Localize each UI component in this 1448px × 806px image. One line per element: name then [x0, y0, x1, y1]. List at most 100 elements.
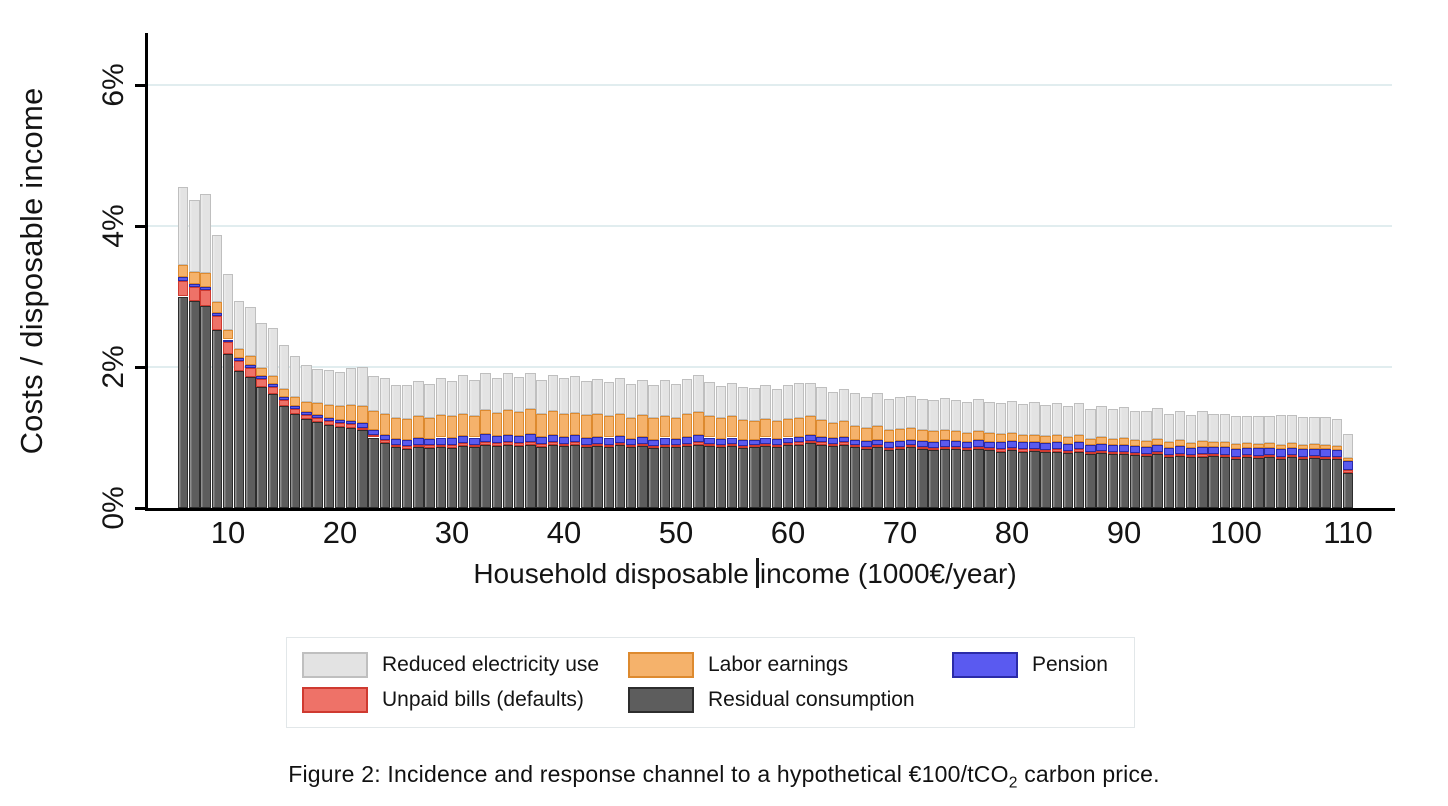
bar-residual — [547, 445, 558, 508]
bar-residual — [458, 445, 469, 508]
bar-electricity — [402, 385, 413, 420]
bar-unpaid — [458, 443, 469, 446]
bar-labor — [424, 417, 435, 439]
bar-labor — [1197, 441, 1208, 447]
bar-residual — [1331, 459, 1342, 508]
bar-residual — [290, 414, 301, 508]
bar-pension — [267, 383, 278, 387]
bar-residual — [726, 445, 738, 508]
legend-swatch-labor — [628, 652, 694, 679]
y-tick-2% — [135, 365, 145, 369]
bar-residual — [984, 450, 995, 508]
bar-residual — [592, 445, 603, 508]
bar-labor — [962, 432, 973, 442]
bar-residual — [906, 447, 917, 508]
bar-pension — [1230, 448, 1242, 457]
bar-electricity — [1331, 419, 1342, 446]
bar-residual — [480, 444, 491, 508]
x-tick-label-60: 60 — [770, 515, 806, 550]
bar-pension — [648, 439, 659, 446]
bar-unpaid — [1085, 452, 1096, 455]
bar-labor — [950, 431, 962, 441]
bar-unpaid — [581, 445, 592, 448]
bar-unpaid — [1230, 456, 1242, 459]
y-tick-4% — [135, 224, 145, 228]
bar-residual — [950, 449, 962, 508]
bar-pension — [278, 397, 290, 401]
bar-labor — [458, 413, 469, 437]
bar-residual — [200, 305, 211, 508]
bar-labor — [1085, 438, 1096, 446]
bar-pension — [368, 430, 379, 435]
bar-electricity — [1309, 417, 1320, 444]
bar-labor — [290, 397, 301, 407]
bar-residual — [1253, 457, 1264, 508]
bar-labor — [312, 402, 323, 415]
legend-label-pension: Pension — [1032, 653, 1108, 677]
bar-residual — [1163, 457, 1174, 508]
bar-labor — [928, 431, 939, 442]
bar-labor — [637, 414, 648, 437]
bar-labor — [738, 419, 749, 440]
bar-labor — [626, 417, 637, 439]
bar-residual — [738, 448, 749, 508]
legend-item-electricity: Reduced electricity use — [302, 652, 628, 679]
bar-electricity — [1096, 405, 1107, 437]
bar-electricity — [648, 384, 659, 419]
y-tick-label-0%: 0% — [97, 486, 130, 530]
bar-pension — [950, 441, 962, 448]
bar-residual — [1186, 457, 1197, 508]
bar-electricity — [838, 388, 850, 422]
bar-electricity — [346, 368, 357, 406]
bar-pension — [906, 439, 917, 446]
bar-labor — [502, 410, 514, 435]
bar-electricity — [917, 399, 928, 431]
bar-unpaid — [1141, 453, 1152, 456]
bar-electricity — [525, 372, 536, 410]
bar-labor — [1174, 440, 1186, 446]
bar-unpaid — [794, 442, 805, 445]
bar-electricity — [480, 373, 491, 410]
bar-labor — [995, 433, 1006, 443]
bar-residual — [894, 448, 906, 508]
bar-unpaid — [1118, 451, 1130, 454]
bar-electricity — [222, 273, 234, 331]
y-tick-label-4%: 4% — [97, 204, 130, 248]
bar-pension — [1342, 461, 1354, 470]
bar-pension — [1141, 446, 1152, 454]
bar-residual — [1286, 457, 1298, 508]
bar-residual — [614, 445, 626, 508]
bar-electricity — [1242, 416, 1253, 444]
bar-residual — [637, 445, 648, 508]
bar-electricity — [1197, 411, 1208, 442]
bar-unpaid — [838, 442, 850, 445]
bar-unpaid — [614, 443, 626, 446]
bar-residual — [278, 405, 290, 508]
bar-pension — [1152, 444, 1163, 453]
bar-pension — [603, 437, 614, 445]
bar-unpaid — [1264, 455, 1275, 458]
bar-unpaid — [995, 449, 1006, 452]
bar-electricity — [726, 382, 738, 417]
bar-residual — [536, 446, 547, 508]
bar-residual — [816, 444, 827, 508]
bar-pension — [1197, 446, 1208, 455]
bar-residual — [502, 445, 514, 508]
bar-labor — [614, 413, 626, 437]
legend-item-labor: Labor earnings — [628, 652, 952, 679]
bar-labor — [189, 271, 200, 284]
bar-unpaid — [1018, 449, 1029, 452]
bar-pension — [390, 438, 402, 445]
bar-labor — [1331, 445, 1342, 451]
bar-pension — [1118, 444, 1130, 452]
bar-electricity — [738, 387, 749, 420]
bar-unpaid — [323, 421, 334, 425]
bar-labor — [883, 429, 894, 443]
bar-residual — [234, 370, 245, 508]
legend-swatch-electricity — [302, 652, 368, 679]
bar-labor — [525, 409, 536, 434]
bar-electricity — [1298, 417, 1309, 446]
bar-pension — [234, 357, 245, 361]
bar-unpaid — [267, 386, 278, 394]
bar-unpaid — [648, 445, 659, 449]
